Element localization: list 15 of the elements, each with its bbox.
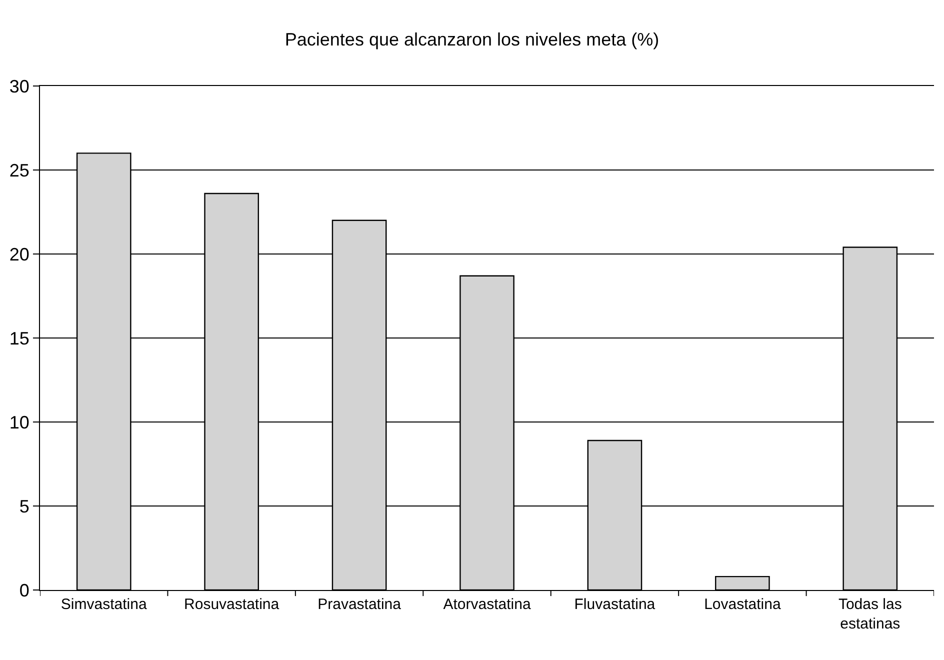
y-tick-label: 30 <box>9 76 30 96</box>
x-tick-label: Fluvastatina <box>574 596 656 613</box>
y-tick-label: 10 <box>9 412 30 432</box>
y-tick-label: 25 <box>9 160 30 180</box>
x-tick-label: Pravastatina <box>318 596 402 613</box>
x-tick-label: Lovastatina <box>704 596 782 613</box>
y-tick-label: 15 <box>9 328 30 348</box>
y-tick-label: 20 <box>9 244 30 264</box>
x-tick-label: Todas las estatinas <box>838 596 902 632</box>
x-tick-label: Rosuvastatina <box>184 596 280 613</box>
x-tick-label: Atorvastatina <box>443 596 532 613</box>
chart-title: Pacientes que alcanzaron los niveles meta (%) <box>284 30 660 50</box>
y-tick-label: 5 <box>19 496 30 516</box>
x-tick-label: Simvastatina <box>60 596 148 613</box>
y-tick-label: 0 <box>19 580 30 600</box>
